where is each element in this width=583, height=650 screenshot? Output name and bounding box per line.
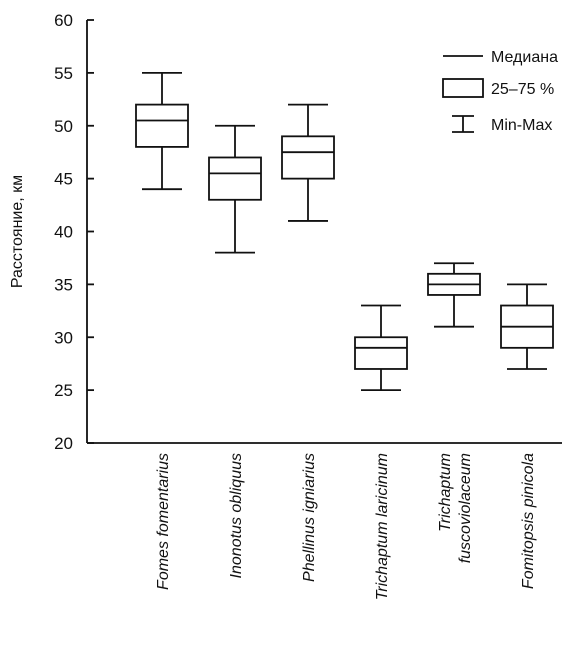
legend: Медиана 25–75 % Min-Max (442, 49, 558, 134)
x-category-label: Fomitopsis pinicola (520, 453, 537, 589)
x-category-label: Fomes fomentarius (155, 453, 172, 590)
box-3 (281, 103, 335, 222)
box-iqr (135, 103, 189, 148)
boxes (135, 71, 554, 392)
x-category-label: fuscoviolaceum (457, 453, 474, 563)
box-4 (354, 304, 408, 392)
x-category-label: Inonotus obliquus (228, 453, 245, 578)
legend-minmax-label: Min-Max (491, 117, 552, 134)
legend-median-label: Медиана (491, 49, 558, 66)
y-tick-label: 50 (54, 117, 73, 136)
y-tick-label: 20 (54, 434, 73, 453)
y-tick-label: 55 (54, 64, 73, 83)
y-tick-label: 35 (54, 275, 73, 294)
legend-whisker-symbol (452, 115, 474, 133)
x-category-label: Phellinus igniarius (301, 453, 318, 582)
legend-box-symbol (442, 78, 484, 98)
legend-box-label: 25–75 % (491, 81, 554, 98)
x-category-label: Trichaptum laricinum (374, 453, 391, 600)
y-tick-label: 40 (54, 223, 73, 242)
y-tick-label: 45 (54, 170, 73, 189)
x-category-labels: Fomes fomentarius Inonotus obliquus Phelli… (155, 453, 537, 600)
y-ticks: 20 25 30 35 40 45 50 55 60 (54, 11, 94, 453)
box-5 (427, 262, 481, 328)
y-axis-title: Расстояние, км (9, 175, 26, 288)
box-2 (208, 124, 262, 254)
y-tick-label: 25 (54, 381, 73, 400)
x-category-label: Trichaptum (437, 453, 454, 532)
box-iqr (281, 135, 335, 180)
box-6 (500, 283, 554, 370)
box-1 (135, 71, 189, 191)
y-tick-label: 60 (54, 11, 73, 30)
y-tick-label: 30 (54, 328, 73, 347)
box-iqr (208, 156, 262, 201)
box-iqr (354, 336, 408, 370)
